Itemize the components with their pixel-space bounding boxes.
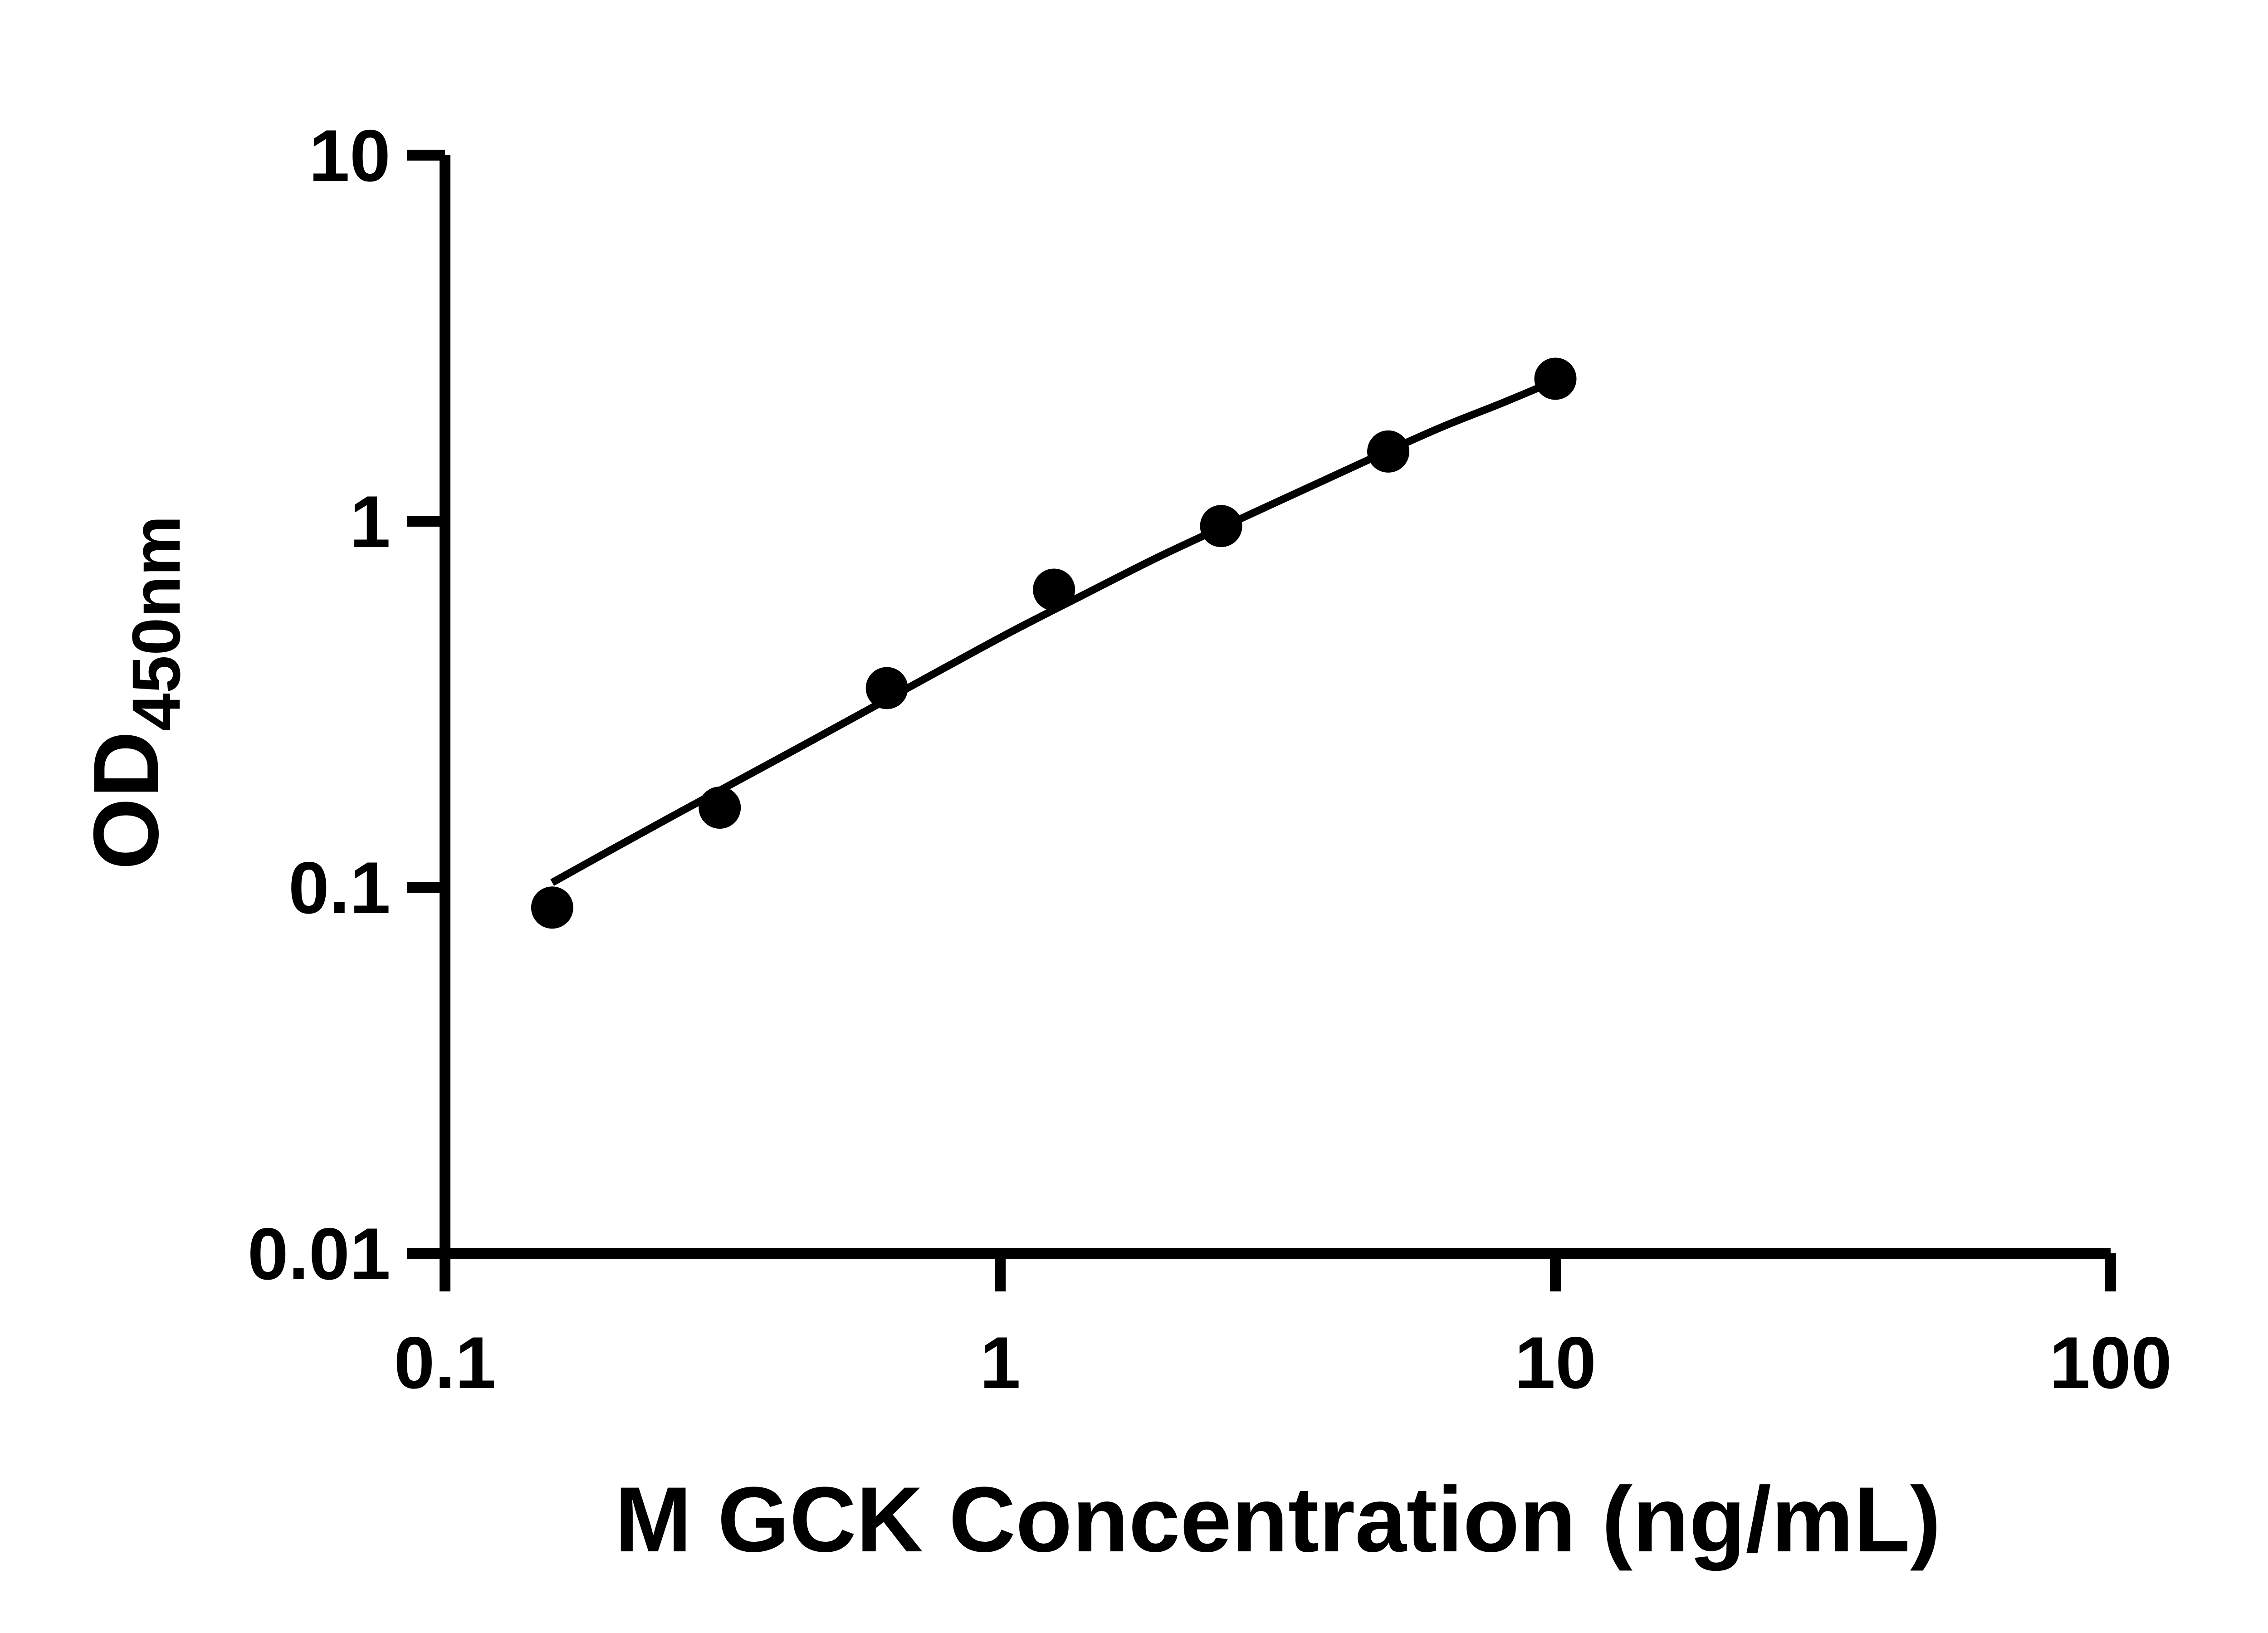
data-point <box>1534 357 1577 400</box>
axes-frame <box>440 155 2111 1259</box>
y-axis-title: OD450nm <box>74 515 194 870</box>
y-tick-label: 0.1 <box>288 847 391 929</box>
y-tick-label: 1 <box>350 481 391 563</box>
data-point <box>1200 505 1242 548</box>
x-axis-title: M GCK Concentration (ng/mL) <box>615 1468 1941 1571</box>
data-point <box>699 786 741 829</box>
y-tick-label: 0.01 <box>248 1213 391 1295</box>
x-tick-label: 1 <box>980 1322 1021 1404</box>
y-tick-label: 10 <box>309 115 391 197</box>
x-tick-label: 100 <box>2049 1322 2172 1404</box>
data-point <box>865 667 908 709</box>
data-point <box>1033 568 1075 611</box>
data-point <box>531 886 573 929</box>
data-point <box>1367 430 1410 473</box>
x-tick-label: 10 <box>1515 1322 1596 1404</box>
x-tick-label: 0.1 <box>394 1322 496 1404</box>
